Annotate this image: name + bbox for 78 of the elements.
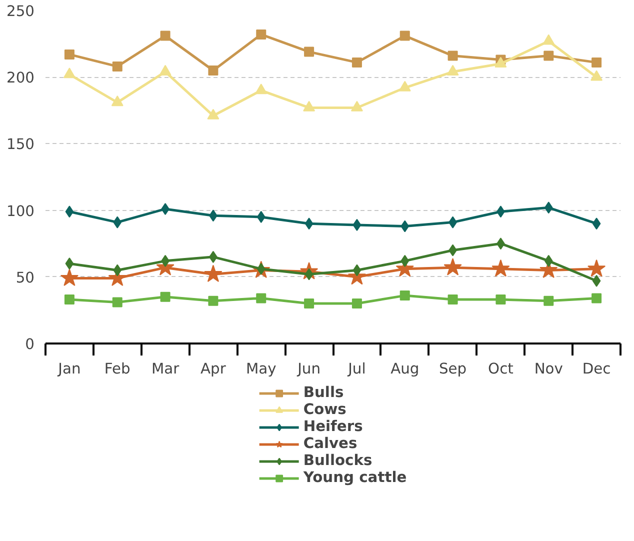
point [398, 80, 411, 92]
point [160, 292, 170, 302]
point [544, 202, 553, 214]
y-tick-label: 100 [6, 202, 35, 220]
y-tick-label: 200 [6, 70, 35, 87]
x-tick-label: Jul [347, 360, 366, 378]
point [352, 298, 362, 309]
point [63, 68, 76, 78]
point [350, 100, 363, 112]
x-tick-label: Feb [104, 360, 130, 378]
point [492, 259, 510, 277]
point [592, 293, 602, 304]
point [590, 70, 603, 81]
point [304, 298, 314, 309]
point [208, 296, 218, 306]
point [592, 218, 601, 230]
x-tick-label: Mar [151, 360, 180, 378]
point [400, 220, 410, 232]
point [159, 64, 172, 76]
point [400, 290, 410, 301]
point [112, 297, 122, 308]
point [207, 108, 220, 120]
x-tick-label: Apr [200, 360, 227, 378]
x-tick-label: Oct [488, 360, 514, 378]
point [111, 96, 124, 106]
point [352, 264, 362, 276]
point [592, 57, 602, 68]
point [112, 61, 122, 72]
point [544, 50, 554, 61]
point [446, 64, 459, 76]
point [65, 258, 74, 270]
legend-label: Young cattle [303, 469, 407, 486]
point [113, 216, 122, 228]
legend-label: Bulls [303, 384, 344, 401]
point [400, 254, 410, 267]
point [256, 210, 266, 223]
point [256, 29, 266, 40]
point [494, 56, 507, 68]
x-tick-label: May [246, 360, 277, 378]
point [496, 294, 506, 305]
point [64, 294, 74, 305]
y-tick-label: 150 [6, 136, 35, 154]
point [444, 258, 462, 276]
legend-label: Cows [303, 401, 346, 418]
point [400, 30, 410, 41]
point [64, 49, 74, 60]
x-tick-label: Sep [438, 360, 467, 378]
point [544, 296, 554, 306]
x-tick-label: Dec [582, 360, 611, 378]
point [256, 293, 266, 304]
point [544, 254, 553, 267]
point [204, 264, 222, 282]
point [587, 259, 606, 277]
y-tick-label: 50 [16, 269, 35, 286]
y-tick-label: 0 [25, 336, 35, 353]
legend-label: Bullocks [303, 452, 372, 469]
y-tick-label: 250 [6, 3, 35, 20]
point [60, 268, 79, 286]
legend-label: Heifers [303, 418, 363, 435]
point [208, 65, 218, 76]
point [352, 218, 362, 231]
point [65, 206, 74, 218]
x-tick-label: Nov [534, 360, 564, 378]
x-tick-label: Aug [390, 360, 420, 378]
point [448, 50, 458, 61]
x-tick-label: Jun [296, 360, 320, 378]
point [304, 218, 314, 230]
legend-label: Calves [303, 435, 358, 452]
x-tick-label: Jan [57, 360, 81, 378]
point [255, 84, 268, 94]
point [542, 34, 555, 45]
point [160, 30, 170, 41]
point [303, 100, 316, 112]
point [304, 46, 314, 57]
point [352, 57, 362, 68]
point [448, 294, 458, 305]
point [592, 274, 601, 287]
point [113, 264, 122, 276]
